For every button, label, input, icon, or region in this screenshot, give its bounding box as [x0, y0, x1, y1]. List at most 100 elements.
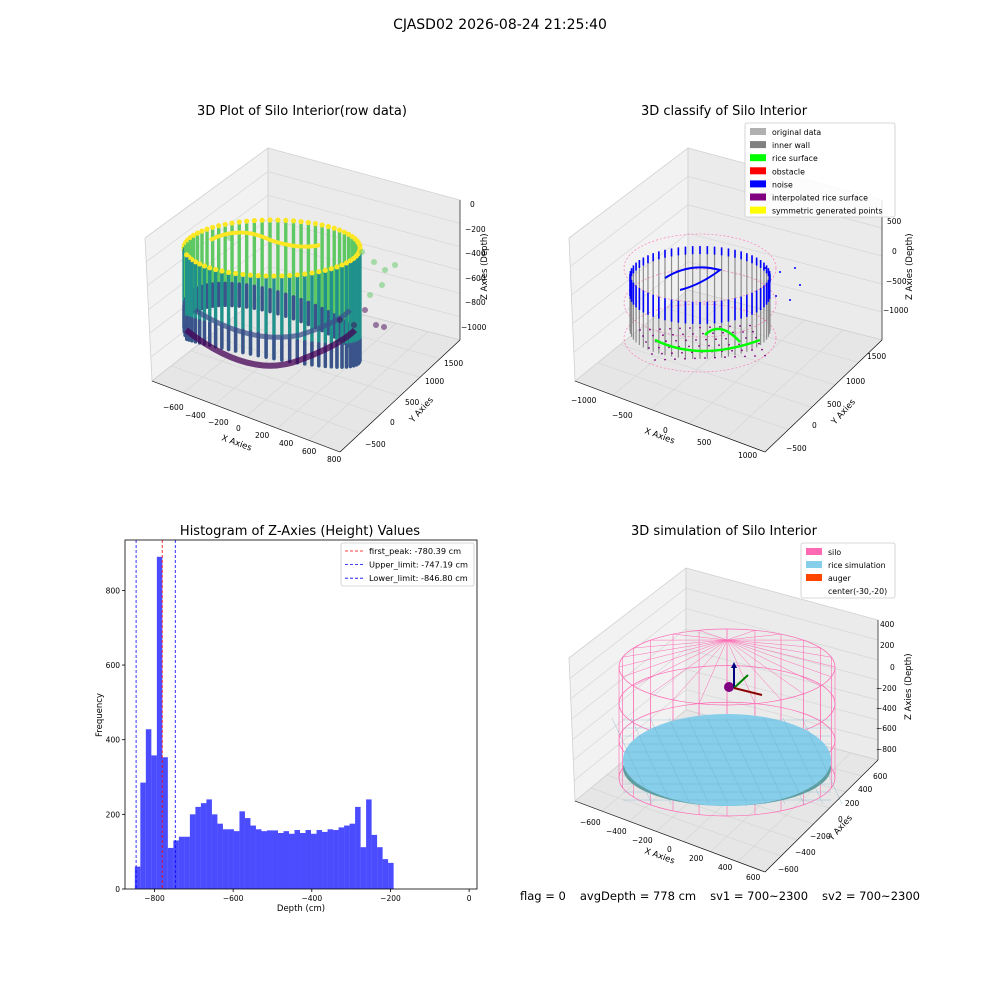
- interpolated-point: [755, 336, 757, 339]
- histogram-bar: [250, 825, 256, 889]
- rice-mesh-line: [706, 717, 748, 805]
- z-axis-label: Z Axies (Depth): [905, 233, 915, 300]
- top-rim-point: [316, 269, 322, 275]
- interpolated-point: [669, 327, 671, 330]
- histogram-bar: [167, 847, 174, 889]
- interpolated-point: [675, 339, 677, 342]
- histogram-bar: [173, 840, 179, 889]
- grid-line: [642, 326, 836, 386]
- legend-label: Lower_limit: -846.80 cm: [369, 573, 468, 583]
- interpolated-point: [732, 331, 734, 334]
- outlier-point: [367, 292, 373, 298]
- interpolated-point: [708, 344, 710, 347]
- top-rim-point: [201, 263, 208, 269]
- grid-line: [573, 689, 879, 781]
- interpolated-point: [704, 357, 706, 359]
- grid-line: [573, 261, 883, 353]
- z-tick-label: −1000: [461, 323, 487, 332]
- legend-label: inner wall: [772, 141, 810, 150]
- y-tick-label: 500: [827, 400, 842, 409]
- y-axis-line: [764, 759, 879, 873]
- silo-roof-line: [726, 633, 782, 641]
- z-tick-label: −200: [876, 684, 897, 693]
- x-tick-label: −400: [185, 411, 206, 420]
- histogram-bar: [344, 825, 350, 889]
- top-rim-point: [229, 220, 235, 226]
- legend-label: original data: [772, 128, 821, 137]
- interpolated-point: [694, 357, 696, 360]
- z-tick-label: −400: [876, 704, 897, 713]
- histogram-bar: [151, 755, 157, 889]
- x-tick-label: −600: [580, 818, 601, 827]
- interpolated-point: [722, 331, 724, 334]
- rice-mesh-line: [782, 717, 824, 805]
- legend-label: first_peak: -780.39 cm: [369, 546, 461, 556]
- histogram-bar: [377, 847, 383, 889]
- interpolated-point: [738, 343, 740, 346]
- top-rim-point: [319, 222, 325, 228]
- interpolated-point: [649, 328, 651, 331]
- x-axis-line: [574, 380, 766, 453]
- interpolated-point: [751, 349, 753, 351]
- outlier-point: [381, 324, 387, 330]
- z-tick-label: −800: [876, 745, 897, 754]
- top-rim-point: [207, 265, 213, 271]
- x-tick-label: −1000: [571, 396, 597, 405]
- x-tick-label: 600: [302, 447, 317, 456]
- interpolated-point: [705, 338, 707, 341]
- grid-line: [726, 329, 844, 439]
- sv1-value: sv1 = 700~2300: [710, 889, 809, 903]
- silo-roof-line: [633, 639, 728, 649]
- top-rim-point: [283, 217, 289, 223]
- z-tick-label: −500: [886, 277, 907, 286]
- histogram-bar: [266, 830, 273, 889]
- outlier-point: [351, 322, 357, 328]
- interpolated-point: [725, 337, 727, 340]
- interpolated-point: [719, 325, 721, 328]
- auger: [724, 662, 763, 696]
- legend: silo rice simulation auger center(-30,-20): [800, 542, 896, 599]
- grid-line: [737, 752, 851, 863]
- rice-mesh-line: [668, 717, 710, 805]
- z-tick-label: 0: [892, 247, 897, 256]
- z-tick-label: −200: [465, 225, 486, 234]
- z-tick-label: 500: [887, 217, 902, 226]
- histogram-bar: [305, 830, 312, 889]
- y-ticks: 0 200 400 600 800: [106, 586, 125, 894]
- z-tick-label: −600: [876, 724, 897, 733]
- histogram-bar: [316, 830, 323, 889]
- outlier-point: [227, 235, 233, 241]
- auger-axis-y: [733, 674, 749, 689]
- top-rim-point: [197, 261, 203, 267]
- top-rim-point: [302, 271, 308, 277]
- y-tick-label: 400: [858, 785, 873, 794]
- top-rim-point: [275, 217, 281, 223]
- z-tick-label: 400: [880, 620, 895, 629]
- rice-mesh-line: [630, 717, 672, 805]
- interpolated-point: [664, 358, 666, 361]
- top-rim-point: [190, 232, 197, 238]
- top-rim-point: [199, 228, 205, 234]
- top-rim-point: [331, 225, 337, 231]
- grid-line: [688, 319, 805, 424]
- top-rim-point: [225, 269, 232, 275]
- threshold-lines: [135, 540, 176, 889]
- grid-line: [308, 331, 429, 441]
- interpolated-point: [659, 328, 661, 331]
- interpolated-point: [714, 356, 716, 359]
- interpolated-point: [661, 352, 663, 355]
- y-tick-label: 0: [812, 421, 817, 430]
- x-tick-label: −800: [144, 894, 165, 903]
- y-tick-label: −200: [810, 832, 831, 841]
- auger-axis-x: [733, 687, 763, 696]
- histogram-bar: [388, 862, 394, 889]
- x-tick-label: 0: [467, 894, 472, 903]
- top-rim-point: [233, 270, 239, 277]
- top-rim-point: [279, 273, 285, 279]
- histogram-bar: [189, 814, 196, 889]
- z-tick-label: 0: [470, 200, 475, 209]
- x-tick-label: 600: [746, 873, 761, 882]
- x-tick-label: 500: [697, 438, 712, 447]
- interpolated-point: [709, 326, 711, 329]
- grid-line: [620, 344, 812, 408]
